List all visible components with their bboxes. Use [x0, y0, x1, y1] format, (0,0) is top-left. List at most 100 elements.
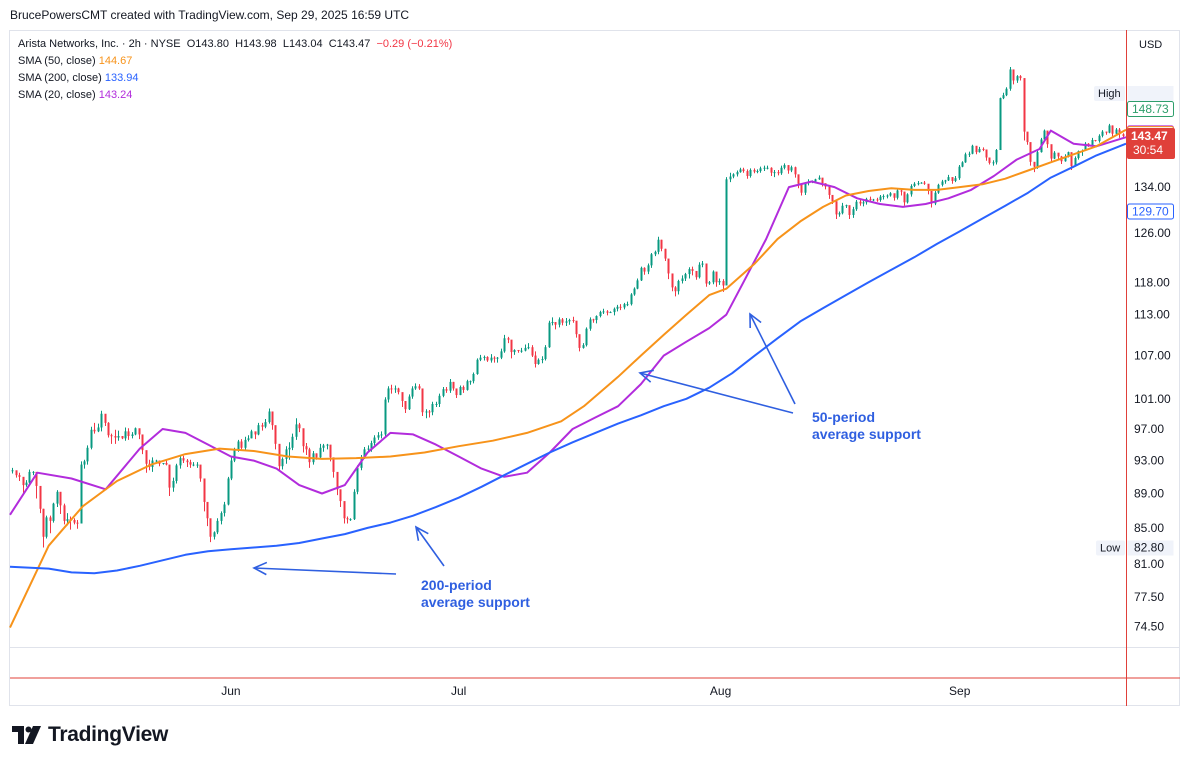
candle — [657, 236, 660, 255]
candle — [572, 316, 575, 323]
sma200-legend-row[interactable]: SMA (200, close) 133.94 — [18, 70, 452, 87]
candle-body — [831, 194, 834, 202]
candle — [86, 445, 89, 465]
candle — [589, 317, 592, 331]
price-axis-layer: 134.00 126.00 118.00 113.00 107.00 101.00 97.0… — [10, 30, 1180, 706]
candle-body — [1043, 130, 1046, 140]
candle-body — [841, 205, 844, 214]
candle-body — [172, 480, 175, 488]
candle — [1002, 92, 1005, 100]
candle-body — [613, 308, 616, 313]
candle — [869, 196, 872, 201]
candle-body — [192, 464, 195, 466]
candle-body — [496, 357, 499, 359]
candle-body — [274, 425, 277, 444]
candle — [1012, 69, 1015, 85]
candle-body — [127, 431, 130, 437]
price-tick-label: 81.00 — [1134, 557, 1164, 571]
candle — [93, 422, 96, 434]
candle-body — [305, 446, 308, 450]
tradingview-logo[interactable]: TradingView — [12, 723, 168, 747]
candle — [1029, 142, 1032, 166]
price-tick-label: 89.00 — [1134, 486, 1164, 500]
annotation-200-period-line: 200-period — [421, 577, 492, 593]
candle — [964, 152, 967, 163]
candle-body — [602, 311, 605, 313]
candle-body — [886, 195, 889, 197]
time-axis-layer: Jun Jul Aug Sep — [221, 684, 970, 698]
candle-body — [616, 306, 619, 309]
candle-body — [476, 359, 479, 374]
candle — [134, 427, 137, 436]
candle-body — [1115, 129, 1118, 134]
candle — [230, 457, 233, 481]
candle — [186, 458, 189, 468]
candle — [510, 339, 513, 359]
candle-body — [1036, 152, 1039, 167]
candle — [947, 174, 950, 181]
candle-body — [770, 167, 773, 173]
candle-body — [746, 171, 749, 176]
candle — [25, 480, 28, 487]
candle — [421, 388, 424, 417]
candle — [107, 422, 110, 438]
candle-body — [828, 186, 831, 195]
candle — [305, 443, 308, 455]
candle — [797, 174, 800, 189]
candle — [56, 490, 59, 508]
candle — [373, 435, 376, 446]
candle — [701, 261, 704, 268]
candle-body — [1053, 152, 1056, 159]
candle-body — [708, 282, 711, 284]
candle-body — [322, 445, 325, 448]
candle-body — [742, 169, 745, 172]
candle — [790, 165, 793, 173]
candle-body — [401, 392, 404, 401]
candle — [954, 175, 957, 183]
candle-body — [370, 443, 373, 449]
candle-body — [906, 194, 909, 203]
candle — [172, 477, 175, 492]
candle — [623, 302, 626, 310]
candle-body — [295, 424, 298, 437]
candle — [138, 428, 141, 440]
arrow-icon-shaft — [253, 567, 397, 575]
candle-body — [431, 403, 434, 413]
high-marker-text: High — [1098, 88, 1121, 100]
sma50-line — [9, 128, 1127, 629]
candle-body — [534, 355, 537, 365]
candle-body — [49, 517, 52, 521]
candle — [213, 531, 216, 540]
candle — [1105, 131, 1108, 135]
last-price-box — [1127, 127, 1175, 159]
candle-body — [558, 319, 561, 325]
candle — [602, 308, 605, 315]
candle-body — [869, 198, 872, 200]
candle — [291, 433, 294, 451]
sma50-legend-row[interactable]: SMA (50, close) 144.67 — [18, 53, 452, 70]
candle — [459, 385, 462, 396]
candle-body — [408, 396, 411, 410]
sma20-legend-row[interactable]: SMA (20, close) 143.24 — [18, 87, 452, 104]
candle-body — [944, 180, 947, 182]
candle — [975, 145, 978, 155]
candle — [944, 179, 947, 184]
candle-body — [1108, 125, 1111, 133]
candle — [1060, 155, 1063, 164]
candle — [493, 356, 496, 363]
candle-body — [213, 532, 216, 537]
candle — [220, 511, 223, 525]
candle-body — [237, 441, 240, 451]
candle — [903, 191, 906, 206]
close-value: 143.47 — [336, 38, 371, 50]
candle — [913, 182, 916, 188]
candle — [531, 345, 534, 357]
chart-credit: BrucePowersCMT created with TradingView.… — [10, 8, 410, 22]
candle-body — [1118, 129, 1121, 135]
candle — [507, 336, 510, 344]
candle — [346, 516, 349, 524]
candle-body — [517, 349, 520, 351]
candle-body — [592, 319, 595, 321]
candle-body — [76, 522, 79, 524]
